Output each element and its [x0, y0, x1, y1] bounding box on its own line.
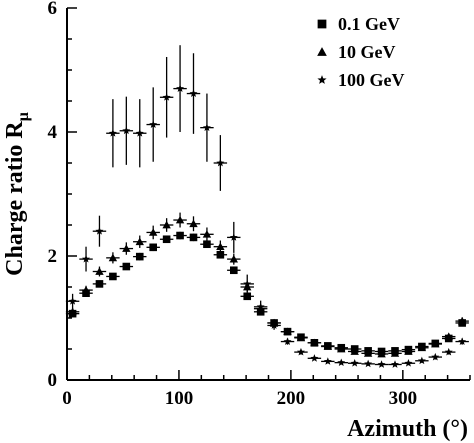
legend-marker	[317, 19, 327, 29]
data-point	[256, 302, 265, 311]
data-point	[444, 332, 453, 340]
legend-marker	[317, 47, 327, 56]
data-point	[270, 321, 279, 329]
data-point	[149, 120, 158, 128]
data-point	[391, 360, 399, 368]
data-point	[323, 342, 333, 350]
data-point	[108, 253, 118, 262]
y-tick-label: 0	[48, 370, 58, 391]
data-point	[189, 233, 198, 242]
data-point	[323, 357, 332, 365]
data-point	[162, 93, 171, 101]
data-point	[337, 344, 346, 353]
legend: 0.1 GeV 10 GeV 100 GeV	[317, 14, 405, 90]
x-axis-title: Azimuth (°)	[347, 416, 468, 442]
data-point	[203, 240, 211, 249]
data-point	[95, 267, 104, 275]
data-point	[122, 262, 131, 271]
series-100-gev	[65, 45, 469, 368]
data-point	[229, 233, 238, 241]
data-point	[175, 215, 185, 224]
data-point	[431, 339, 440, 348]
data-point	[216, 250, 225, 259]
data-point	[108, 129, 117, 137]
data-point	[162, 235, 171, 244]
data-point	[404, 359, 413, 367]
y-axis-title: Charge ratio Rμ	[2, 112, 32, 276]
x-tick-label: 100	[165, 388, 194, 409]
data-point	[390, 349, 400, 357]
data-point	[283, 327, 292, 335]
data-point	[229, 266, 238, 275]
data-point	[176, 84, 185, 92]
series-10-gev	[65, 212, 469, 358]
data-point	[310, 354, 319, 362]
y-tick-label: 2	[48, 246, 58, 267]
y-axis-title-main: Charge ratio R	[2, 121, 28, 276]
data-point	[417, 343, 427, 352]
data-point	[296, 347, 305, 356]
x-tick-label: 300	[389, 388, 418, 409]
data-point	[337, 358, 346, 367]
data-point	[189, 89, 198, 97]
data-point	[135, 252, 144, 261]
data-point	[458, 337, 467, 345]
data-point	[243, 279, 252, 288]
data-point	[149, 243, 157, 252]
data-point	[216, 242, 225, 251]
data-point	[68, 307, 77, 316]
data-point	[364, 359, 373, 368]
data-point	[202, 230, 212, 238]
data-point	[135, 129, 144, 137]
data-point	[189, 219, 198, 228]
legend-label: 100 GeV	[338, 70, 405, 90]
data-point	[68, 297, 77, 305]
data-point	[283, 337, 292, 345]
y-tick-label: 6	[48, 0, 58, 19]
data-point	[417, 356, 426, 365]
data-point	[363, 349, 373, 357]
data-point	[377, 360, 386, 368]
data-point	[162, 220, 171, 229]
data-point	[310, 338, 319, 347]
x-tick-label: 200	[277, 388, 306, 409]
y-axis-title-subscript: μ	[15, 112, 32, 121]
data-point	[404, 347, 413, 355]
legend-label: 10 GeV	[338, 42, 396, 62]
data-point	[109, 272, 117, 281]
data-point	[457, 316, 467, 325]
legend-marker	[317, 75, 327, 84]
data-point	[135, 237, 144, 246]
data-marks	[65, 45, 469, 368]
data-point	[377, 349, 386, 358]
data-point	[95, 280, 104, 288]
data-point	[176, 231, 184, 240]
data-point	[122, 126, 131, 135]
data-point	[350, 359, 359, 367]
data-point	[296, 333, 306, 342]
data-point	[216, 158, 225, 167]
y-tick-label: 4	[48, 122, 58, 143]
data-point	[350, 347, 359, 355]
data-point	[148, 228, 158, 236]
data-point	[431, 352, 440, 361]
data-point	[243, 292, 252, 301]
data-point	[202, 123, 211, 132]
data-point	[444, 347, 453, 356]
legend-label: 0.1 GeV	[338, 14, 400, 34]
data-point	[82, 254, 91, 263]
data-point	[122, 244, 131, 252]
data-point	[229, 254, 238, 263]
data-point	[81, 285, 91, 294]
x-tick-label: 0	[62, 388, 72, 409]
data-point	[95, 227, 104, 235]
